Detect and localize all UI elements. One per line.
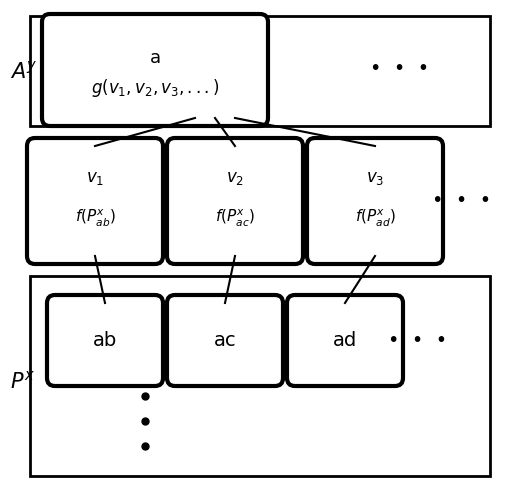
- Text: •  •  •: • • •: [432, 191, 492, 210]
- Text: $f(P^x_{ad})$: $f(P^x_{ad})$: [354, 207, 396, 229]
- Bar: [30, 16, 490, 126]
- FancyBboxPatch shape: [27, 138, 163, 264]
- Text: •  •  •: • • •: [371, 59, 430, 77]
- Text: $P^x$: $P^x$: [10, 370, 35, 392]
- Text: $f(P^x_{ac})$: $f(P^x_{ac})$: [215, 207, 255, 229]
- Text: $v_1$: $v_1$: [86, 169, 104, 187]
- Text: ad: ad: [333, 330, 357, 350]
- FancyBboxPatch shape: [167, 295, 283, 386]
- Text: $v_3$: $v_3$: [366, 169, 384, 187]
- Text: $v_2$: $v_2$: [226, 169, 244, 187]
- Text: $A^y$: $A^y$: [10, 60, 38, 82]
- Text: ab: ab: [93, 330, 117, 350]
- Text: $g(v_1,v_2,v_3,...)$: $g(v_1,v_2,v_3,...)$: [91, 77, 219, 99]
- FancyBboxPatch shape: [42, 14, 268, 126]
- FancyBboxPatch shape: [47, 295, 163, 386]
- Text: •  •  •: • • •: [388, 330, 447, 350]
- Bar: [30, 276, 490, 476]
- Text: a: a: [149, 49, 161, 67]
- Text: $f(P^x_{ab})$: $f(P^x_{ab})$: [75, 207, 115, 229]
- Text: ac: ac: [213, 330, 236, 350]
- FancyBboxPatch shape: [287, 295, 403, 386]
- FancyBboxPatch shape: [167, 138, 303, 264]
- FancyBboxPatch shape: [307, 138, 443, 264]
